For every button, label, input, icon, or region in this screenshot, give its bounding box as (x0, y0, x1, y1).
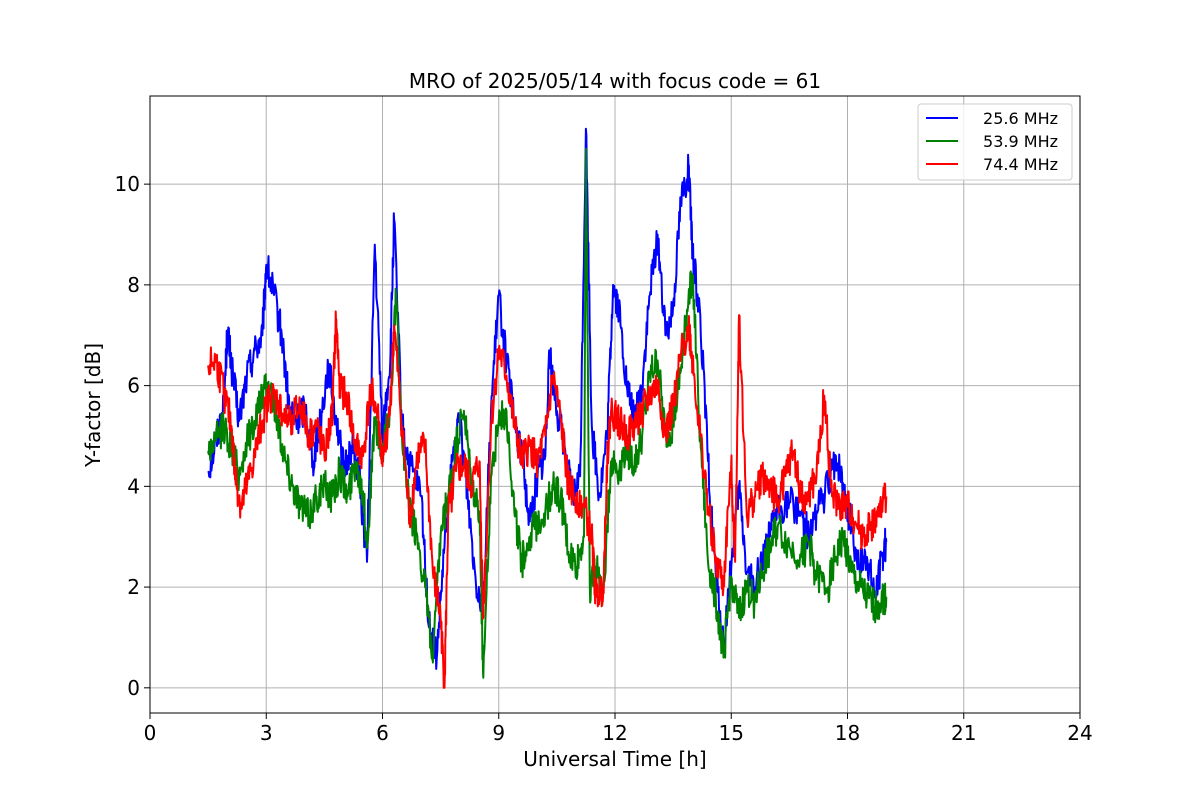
legend: 25.6 MHz 53.9 MHz 74.4 MHz (917, 103, 1073, 181)
y-tick-label: 4 (127, 474, 140, 498)
x-tick-label: 18 (835, 721, 860, 745)
y-tick-label: 8 (127, 273, 140, 297)
series-line (207, 310, 888, 689)
x-tick-label: 24 (1067, 721, 1092, 745)
x-axis-label: Universal Time [h] (523, 747, 706, 771)
y-tick-label: 0 (127, 676, 140, 700)
x-tick-label: 9 (492, 721, 505, 745)
legend-box (917, 103, 1073, 181)
x-tick-label: 6 (376, 721, 389, 745)
y-axis-label: Y-factor [dB] (81, 343, 105, 468)
series-line (207, 127, 888, 670)
x-tick-label: 3 (260, 721, 273, 745)
x-axis: 0 3 6 9 12 15 18 21 24 (144, 713, 1093, 745)
x-tick-label: 0 (144, 721, 157, 745)
legend-label: 25.6 MHz (983, 109, 1058, 128)
legend-label: 74.4 MHz (983, 155, 1058, 174)
chart-title: MRO of 2025/05/14 with focus code = 61 (409, 69, 821, 93)
x-tick-label: 21 (951, 721, 976, 745)
y-tick-label: 2 (127, 575, 140, 599)
x-tick-label: 15 (719, 721, 744, 745)
series-layer (207, 127, 888, 689)
x-tick-label: 12 (602, 721, 627, 745)
legend-label: 53.9 MHz (983, 132, 1058, 151)
series-line (207, 147, 888, 679)
y-tick-label: 6 (127, 374, 140, 398)
y-axis: 0 2 4 6 8 10 (115, 172, 150, 700)
y-tick-label: 10 (115, 172, 140, 196)
